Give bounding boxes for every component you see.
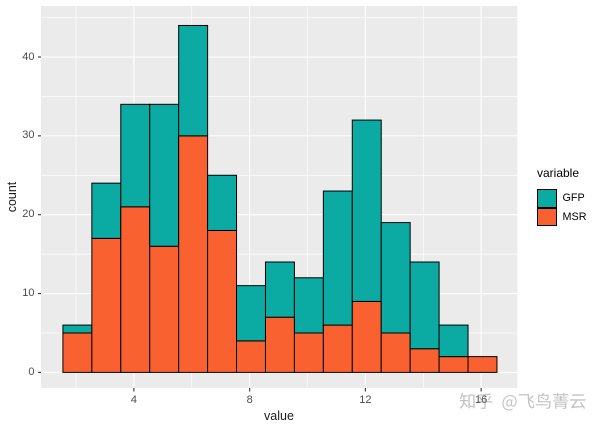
bar-segment-msr xyxy=(91,237,122,373)
legend-items: GFP MSR xyxy=(537,189,587,226)
bar-segment-msr xyxy=(236,340,266,373)
y-axis-title: count xyxy=(5,181,19,213)
bar-segment-msr xyxy=(322,324,353,373)
x-axis-title: value xyxy=(264,409,294,423)
legend-swatch-gfp xyxy=(537,189,557,208)
bar-segment-msr xyxy=(467,356,498,373)
bar-segment-gfp xyxy=(62,324,93,334)
bar-segment-gfp xyxy=(178,24,209,137)
bar-segment-msr xyxy=(264,316,295,373)
zhihu-watermark-glyphs xyxy=(459,393,586,411)
legend-item-msr: MSR xyxy=(537,207,587,226)
bar-segment-gfp xyxy=(293,277,324,334)
bar-segment-gfp xyxy=(351,119,382,302)
legend-label-msr: MSR xyxy=(562,210,587,223)
legend-swatch-msr xyxy=(537,207,557,226)
bar-segment-gfp xyxy=(380,222,411,334)
bar-segment-gfp xyxy=(207,174,238,231)
bar-segment-gfp xyxy=(409,261,440,350)
bar-segment-gfp xyxy=(438,324,469,358)
y-tick-label: 40 xyxy=(22,50,35,63)
bar-segment-gfp xyxy=(236,285,266,342)
x-tick-label: 16 xyxy=(466,394,496,407)
bar-segment-msr xyxy=(351,300,382,373)
bar-segment-gfp xyxy=(91,182,122,239)
legend-label-gfp: GFP xyxy=(562,192,585,205)
bar-segment-msr xyxy=(62,332,93,373)
y-tick-label: 30 xyxy=(22,129,35,142)
y-tick-label: 10 xyxy=(22,287,35,300)
y-tick-label: 0 xyxy=(28,365,35,378)
y-tick-label: 20 xyxy=(22,208,35,221)
bar-segment-msr xyxy=(293,332,324,373)
x-tick-label: 8 xyxy=(246,393,253,406)
x-tick-label: 12 xyxy=(359,393,372,406)
bar-segment-msr xyxy=(409,348,440,373)
bar-segment-msr xyxy=(120,206,151,373)
zhihu-watermark xyxy=(459,393,586,411)
bar-segment-gfp xyxy=(322,190,353,326)
bar-segment-msr xyxy=(149,245,180,373)
legend: variable GFP MSR xyxy=(537,166,587,226)
bar-segment-msr xyxy=(207,229,238,373)
legend-item-gfp: GFP xyxy=(537,189,587,208)
bar-segment-gfp xyxy=(120,103,151,208)
bar-segment-gfp xyxy=(149,103,180,247)
x-tick-label: 4 xyxy=(130,393,137,406)
legend-title: variable xyxy=(537,166,580,180)
bar-segment-msr xyxy=(178,135,209,373)
bar-segment-msr xyxy=(380,332,411,373)
bar-segment-msr xyxy=(438,356,469,373)
bar-segment-gfp xyxy=(264,261,295,318)
